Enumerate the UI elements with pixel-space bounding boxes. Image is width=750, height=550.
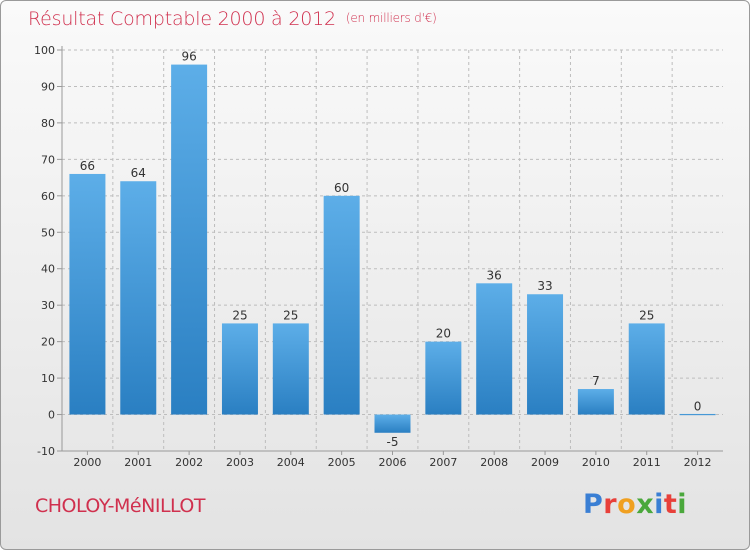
x-tick-label-2000: 2000 <box>73 456 101 469</box>
data-label-2007: 20 <box>436 327 451 341</box>
label-layer: 66 64 96 25 25 60 -5 20 36 33 7 25 0 <box>80 50 702 449</box>
bar-2004 <box>272 323 309 415</box>
x-tick-label-2001: 2001 <box>124 456 152 469</box>
y-tick-label: 100 <box>34 44 55 57</box>
bar-2000 <box>69 173 106 415</box>
bar-2012 <box>679 413 716 416</box>
x-tick-label-2007: 2007 <box>429 456 457 469</box>
bar-2007 <box>425 341 462 415</box>
data-label-2008: 36 <box>487 268 502 282</box>
chart-title: Résultat Comptable 2000 à 2012 (en millie… <box>28 8 437 30</box>
logo-letter: i <box>677 489 688 520</box>
y-tick-label: 10 <box>41 372 55 385</box>
logo-letter: o <box>617 489 637 520</box>
bar-2008 <box>476 283 513 415</box>
x-tick-label-2010: 2010 <box>582 456 610 469</box>
y-tick-label: 40 <box>41 263 55 276</box>
data-label-2011: 25 <box>639 308 654 322</box>
data-label-2009: 33 <box>537 279 552 293</box>
y-tick-label: 20 <box>41 336 55 349</box>
x-tick-label-2006: 2006 <box>379 456 407 469</box>
x-tick-label-2003: 2003 <box>226 456 254 469</box>
bar-2001 <box>120 181 157 415</box>
bar-2009 <box>527 294 564 415</box>
data-label-2001: 64 <box>131 166 146 180</box>
x-tick-label-2012: 2012 <box>684 456 712 469</box>
bar-layer <box>69 64 716 433</box>
y-tick-label: 80 <box>41 117 55 130</box>
x-tick-label-2005: 2005 <box>328 456 356 469</box>
bar-2003 <box>221 323 258 415</box>
y-tick-label: 50 <box>41 226 55 239</box>
data-label-2003: 25 <box>232 308 247 322</box>
logo-letter: P <box>583 489 604 520</box>
logo-letter: r <box>603 489 618 520</box>
x-tick-label-2009: 2009 <box>531 456 559 469</box>
x-tick-label-2011: 2011 <box>633 456 661 469</box>
logo-letter: t <box>663 489 678 520</box>
data-label-2000: 66 <box>80 159 95 173</box>
bar-2002 <box>171 64 208 415</box>
chart-title-text: Résultat Comptable 2000 à 2012 <box>28 8 336 30</box>
data-label-2004: 25 <box>283 308 298 322</box>
chart-subtitle: (en milliers d'€) <box>345 11 437 25</box>
data-label-2002: 96 <box>181 50 196 64</box>
y-tick-label: -10 <box>37 445 55 458</box>
bar-2005 <box>323 195 360 415</box>
bar-2010 <box>577 389 614 415</box>
y-tick-label: 60 <box>41 190 55 203</box>
x-tick-label-2002: 2002 <box>175 456 203 469</box>
y-tick-label: 70 <box>41 153 55 166</box>
bar-2011 <box>628 323 665 415</box>
logo-letter: i <box>654 489 664 520</box>
logo-letter: x <box>636 489 655 520</box>
bar-2006 <box>374 414 411 433</box>
x-tick-label-2008: 2008 <box>480 456 508 469</box>
x-tick-label-2004: 2004 <box>277 456 305 469</box>
data-label-2010: 7 <box>592 374 600 388</box>
y-tick-label: 0 <box>48 409 55 422</box>
commune-name: CHOLOY-MéNILLOT <box>35 495 206 517</box>
proxiti-logo[interactable]: Proxiti <box>583 489 687 520</box>
grid-layer <box>62 49 723 452</box>
y-tick-label: 90 <box>41 80 55 93</box>
data-label-2006: -5 <box>387 435 399 449</box>
y-tick-label: 30 <box>41 299 55 312</box>
data-label-2005: 60 <box>334 181 349 195</box>
data-label-2012: 0 <box>694 400 702 414</box>
